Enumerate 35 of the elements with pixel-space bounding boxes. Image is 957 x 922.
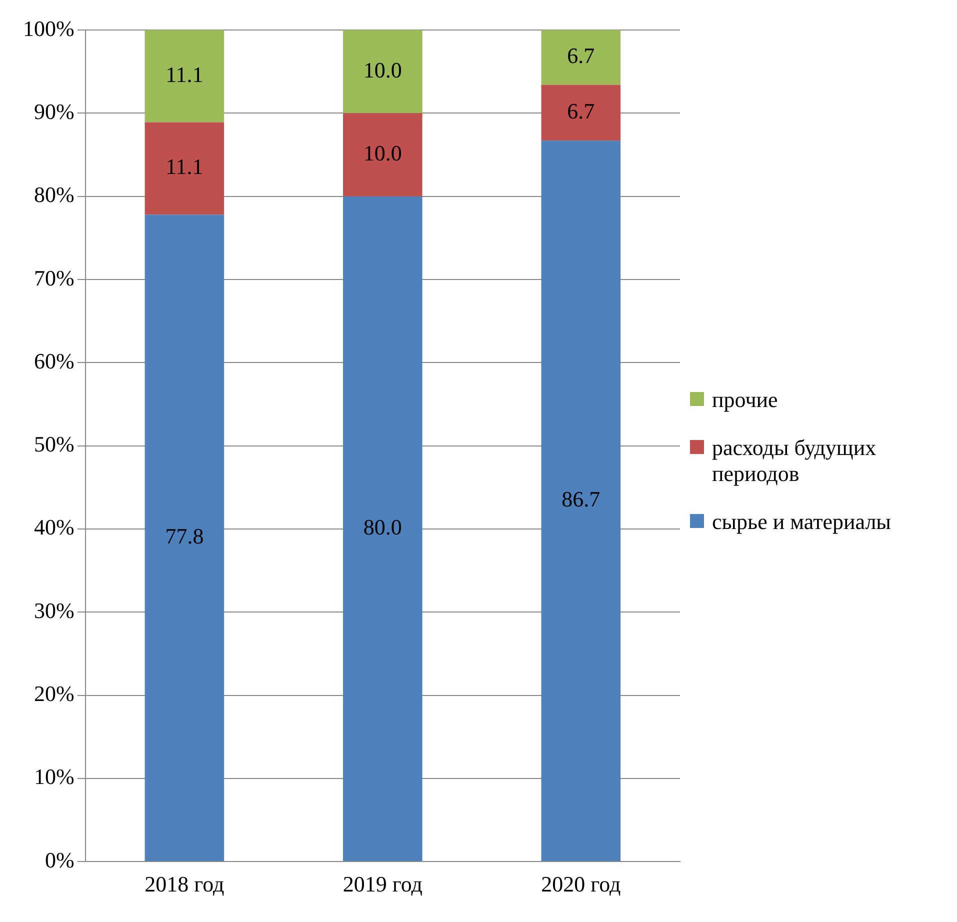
y-tick-label: 100% [23, 16, 74, 41]
bar [541, 140, 621, 862]
y-tick-label: 50% [34, 432, 74, 457]
x-tick-label: 2018 год [144, 872, 224, 897]
y-tick-label: 40% [34, 514, 74, 540]
y-tick-label: 30% [34, 598, 74, 623]
data-label: 11.1 [166, 62, 204, 87]
y-tick-label: 80% [34, 182, 74, 208]
bar [541, 30, 621, 85]
data-label: 77.8 [165, 524, 204, 549]
y-tick-label: 90% [34, 98, 74, 124]
bar [343, 196, 422, 862]
y-tick-label: 60% [34, 348, 74, 374]
bar [144, 122, 224, 215]
y-tick-label: 10% [34, 764, 74, 790]
y-tick-label: 70% [34, 265, 74, 290]
x-tick-label: 2019 год [342, 872, 422, 897]
data-label: 6.7 [567, 98, 595, 124]
bar [144, 214, 224, 862]
bar [541, 84, 621, 141]
legend-label: сырье и материалы [712, 509, 891, 535]
data-label: 10.0 [363, 57, 402, 82]
y-tick-label: 0% [45, 847, 74, 872]
x-tick-label: 2020 год [541, 872, 621, 897]
data-label: 80.0 [363, 514, 402, 540]
bar [144, 30, 224, 122]
bar [343, 30, 422, 114]
data-label: 10.0 [363, 140, 402, 166]
data-label: 6.7 [567, 42, 595, 68]
legend-label: прочие [712, 387, 778, 413]
y-tick-label: 20% [34, 681, 74, 706]
legend-label: расходы будущих периодов [712, 435, 878, 487]
data-label: 11.1 [166, 154, 204, 180]
bar [343, 113, 422, 196]
data-label: 86.7 [562, 486, 600, 512]
